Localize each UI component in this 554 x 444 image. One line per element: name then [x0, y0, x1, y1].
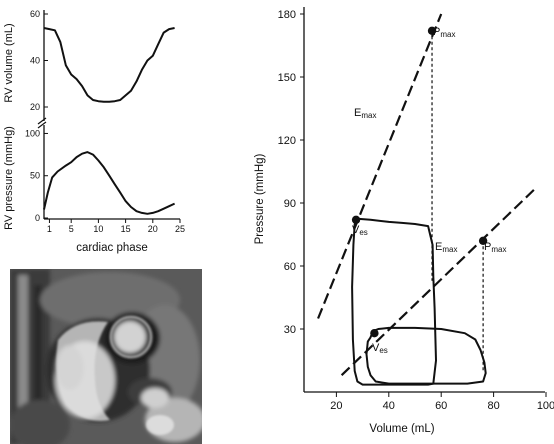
pv-y-tick-label: 90	[284, 198, 296, 210]
pv-y-tick-label: 150	[278, 72, 296, 84]
emax-upper-label: Emax	[354, 107, 376, 120]
pv-x-tick-label: 40	[383, 400, 395, 412]
pv-x-tick-label: 80	[487, 400, 499, 412]
pmax-lower-label: Pmax	[484, 241, 506, 254]
pv-point-3	[478, 236, 488, 245]
pv-y-tick-label: 120	[278, 135, 296, 147]
rv-pressure-x-tick-label: 20	[148, 224, 158, 234]
pv-loop-chart: 30 60 90 120 150 180 20 40 60 80 100 Pressure (mmH…	[254, 7, 554, 435]
pv-marks	[317, 13, 537, 386]
rv-pressure-y-label: RV pressure (mmHg)	[3, 126, 15, 230]
pv-x-label: Volume (mL)	[369, 423, 434, 435]
rv-volume-y-label: RV volume (mL)	[3, 23, 15, 102]
ves-lower-label: Ves	[372, 342, 388, 355]
pv-y-tick-label: 30	[284, 324, 296, 336]
pv-x-tick-label: 60	[435, 400, 447, 412]
axis-break-mark	[37, 117, 47, 129]
emax-lower-label: Emax	[435, 241, 457, 254]
rv-pressure-x-tick-label: 10	[93, 224, 103, 234]
rv-volume-tick-label: 60	[30, 9, 40, 19]
rv-pressure-y-tick-label: 50	[30, 171, 40, 181]
rv-pressure-series	[43, 151, 176, 215]
pv-x-tick-label: 20	[330, 400, 342, 412]
pv-y-tick-label: 60	[284, 261, 296, 273]
pv-loop-1	[351, 217, 437, 386]
pv-point-4	[370, 329, 379, 338]
rv-volume-y-ticks: 20 40 60	[30, 9, 48, 112]
rv-pressure-x-tick-label: 5	[69, 224, 74, 234]
rv-pressure-x-tick-label: 15	[121, 224, 131, 234]
pv-ticks: 30 60 90 120 150 180 20 40 60 80 100	[278, 9, 554, 412]
pv-point-2	[351, 215, 361, 224]
pv-y-label: Pressure (mmHg)	[254, 153, 266, 244]
pv-point-1	[427, 26, 437, 35]
rv-pressure-y-tick-label: 100	[25, 128, 40, 138]
pv-annotations: Pmax Emax Ves Emax Pmax Ves	[352, 26, 506, 355]
pmax-upper-label: Pmax	[433, 26, 455, 39]
rv-volume-tick-label: 40	[30, 56, 40, 66]
cardiac-mri-image	[10, 269, 202, 444]
pv-loop-2	[365, 326, 487, 385]
emax-line-1	[317, 13, 443, 319]
rv-pressure-x-tick-label: 25	[175, 224, 185, 234]
rv-pressure-y-tick-label: 0	[35, 213, 40, 223]
cardiac-phase-x-label: cardiac phase	[76, 242, 148, 254]
ves-upper-label: Ves	[352, 224, 368, 237]
pv-x-tick-label: 100	[537, 400, 554, 412]
rv-volume-series	[43, 27, 175, 103]
rv-volume-chart: 20 40 60 RV volume (mL)	[3, 9, 175, 121]
rv-volume-tick-label: 20	[30, 102, 40, 112]
emax-line-2	[340, 187, 537, 376]
pv-y-tick-label: 180	[278, 9, 296, 21]
rv-pressure-x-tick-label: 1	[47, 224, 52, 234]
